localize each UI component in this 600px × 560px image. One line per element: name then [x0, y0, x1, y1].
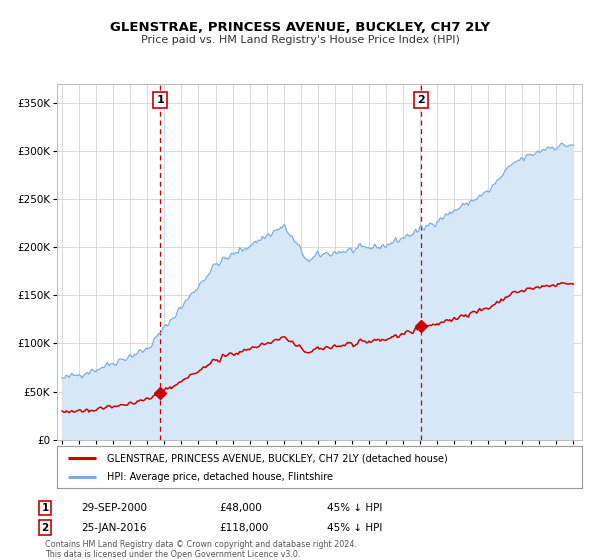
Text: 2: 2: [41, 522, 49, 533]
Text: Price paid vs. HM Land Registry's House Price Index (HPI): Price paid vs. HM Land Registry's House …: [140, 35, 460, 45]
Text: 2: 2: [418, 95, 425, 105]
Text: GLENSTRAE, PRINCESS AVENUE, BUCKLEY, CH7 2LY (detached house): GLENSTRAE, PRINCESS AVENUE, BUCKLEY, CH7…: [107, 453, 448, 463]
Text: 1: 1: [156, 95, 164, 105]
Text: Contains HM Land Registry data © Crown copyright and database right 2024.: Contains HM Land Registry data © Crown c…: [45, 540, 357, 549]
Text: 29-SEP-2000: 29-SEP-2000: [81, 503, 147, 513]
Text: 45% ↓ HPI: 45% ↓ HPI: [327, 503, 382, 513]
Text: This data is licensed under the Open Government Licence v3.0.: This data is licensed under the Open Gov…: [45, 550, 301, 559]
Text: 45% ↓ HPI: 45% ↓ HPI: [327, 522, 382, 533]
Text: £48,000: £48,000: [219, 503, 262, 513]
Text: 1: 1: [41, 503, 49, 513]
Text: £118,000: £118,000: [219, 522, 268, 533]
Text: HPI: Average price, detached house, Flintshire: HPI: Average price, detached house, Flin…: [107, 473, 333, 482]
Text: 25-JAN-2016: 25-JAN-2016: [81, 522, 146, 533]
Text: GLENSTRAE, PRINCESS AVENUE, BUCKLEY, CH7 2LY: GLENSTRAE, PRINCESS AVENUE, BUCKLEY, CH7…: [110, 21, 490, 34]
